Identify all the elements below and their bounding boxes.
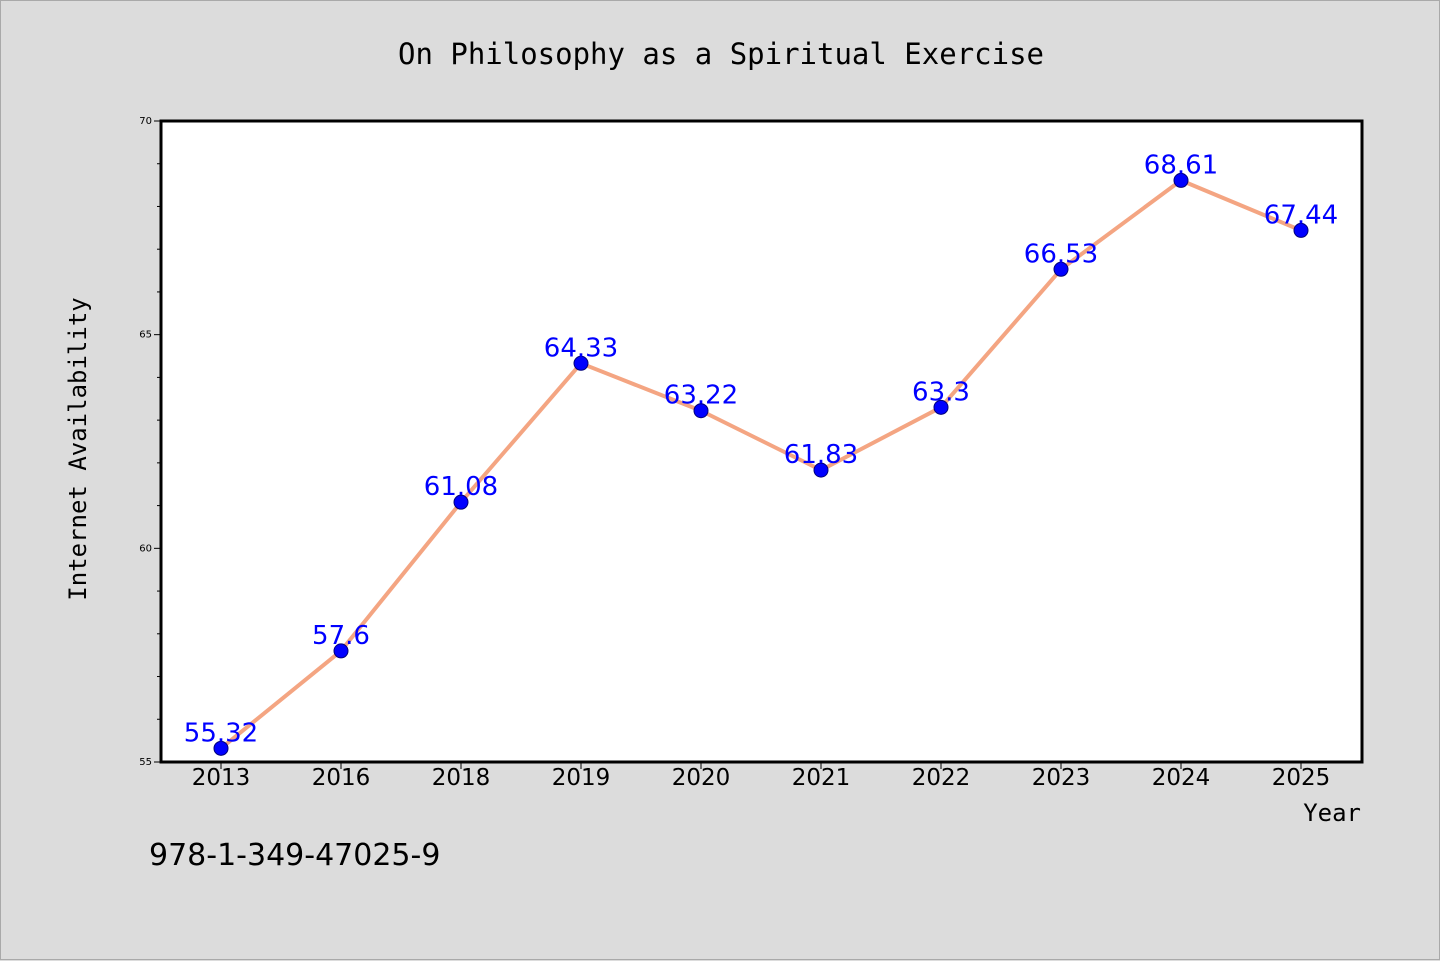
x-tick-label: 2021 xyxy=(792,765,851,791)
x-tick-label: 2019 xyxy=(552,765,611,791)
plot-border xyxy=(159,119,1364,764)
chart-title: On Philosophy as a Spiritual Exercise xyxy=(398,37,1044,71)
series-layer: 55.32 57.6 61.08 64.33 63.22 61.83 63.3 66.53 68… xyxy=(184,150,1338,756)
data-point xyxy=(1293,222,1309,238)
data-point xyxy=(213,740,229,756)
data-label: 67.44 xyxy=(1264,200,1338,230)
data-point xyxy=(693,403,709,419)
y-tick-label: 70 xyxy=(139,116,152,127)
data-label: 64.33 xyxy=(544,333,618,363)
data-label: 61.08 xyxy=(424,472,498,502)
data-label: 66.53 xyxy=(1024,239,1098,269)
x-tick-label: 2013 xyxy=(192,765,251,791)
y-tick-label: 60 xyxy=(139,543,152,554)
data-point xyxy=(933,399,949,415)
x-tick-label: 2025 xyxy=(1272,765,1331,791)
y-tick-label: 55 xyxy=(139,757,152,768)
data-point xyxy=(813,462,829,478)
data-label: 61.83 xyxy=(784,440,858,470)
data-label: 57.6 xyxy=(312,621,370,651)
data-point xyxy=(1173,172,1189,188)
x-tick-label: 2020 xyxy=(672,765,731,791)
x-tick-label: 2016 xyxy=(312,765,371,791)
x-axis-ticks: 2013 2016 2018 2019 2020 2021 2022 2023 2024 2025 xyxy=(192,762,1331,791)
data-point xyxy=(573,355,589,371)
y-axis-ticks: 55 60 65 70 xyxy=(139,116,161,768)
data-label: 63.22 xyxy=(664,381,738,411)
isbn-annotation: 978-1-349-47025-9 xyxy=(149,838,440,873)
data-point xyxy=(1053,261,1069,277)
y-tick-label: 65 xyxy=(139,330,152,341)
data-label: 63.3 xyxy=(912,377,970,407)
x-tick-label: 2018 xyxy=(432,765,491,791)
x-axis-label: Year xyxy=(1303,799,1361,827)
x-tick-label: 2023 xyxy=(1032,765,1091,791)
data-label: 68.61 xyxy=(1144,150,1218,180)
x-tick-label: 2024 xyxy=(1152,765,1211,791)
data-point xyxy=(333,643,349,659)
data-point xyxy=(453,494,469,510)
x-tick-label: 2022 xyxy=(912,765,971,791)
series-line xyxy=(219,178,1303,751)
y-axis-label: Internet Availability xyxy=(64,297,92,600)
data-label: 55.32 xyxy=(184,718,258,748)
